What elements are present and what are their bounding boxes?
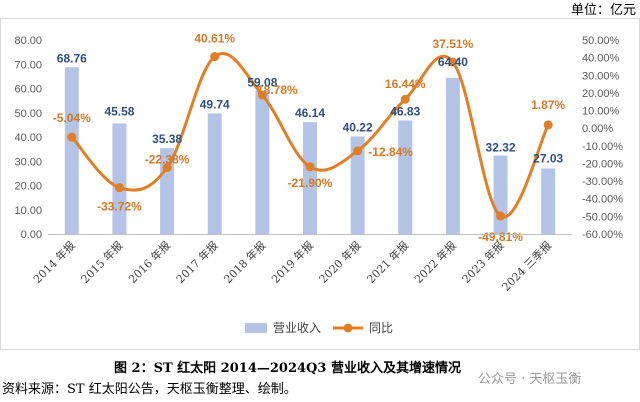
bar-data-label: 27.03 <box>533 151 563 165</box>
y-left-tick-label: 70.00 <box>14 59 42 71</box>
x-category-label: 2014 年报 <box>30 238 78 286</box>
bar-data-label: 35.38 <box>152 132 182 146</box>
y-left-tick-label: 30.00 <box>14 156 42 168</box>
yoy-marker <box>210 52 220 62</box>
line-data-label: -12.84% <box>368 145 413 159</box>
yoy-marker <box>257 90 267 100</box>
revenue-bar <box>112 123 127 234</box>
x-category-label: 2024 三季报 <box>499 238 555 294</box>
y-right-tick-label: 20.00% <box>582 88 620 100</box>
line-series <box>67 52 553 221</box>
bar-data-label: 45.58 <box>104 104 134 118</box>
x-category-label: 2023 年报 <box>459 238 507 286</box>
x-category-label: 2016 年报 <box>125 238 173 286</box>
bar-data-label: 40.22 <box>343 120 373 134</box>
y-right-tick-label: 40.00% <box>582 53 620 65</box>
x-category-label: 2019 年报 <box>268 238 316 286</box>
bar-data-label: 32.32 <box>486 141 516 155</box>
bar-data-label: 68.76 <box>57 51 87 65</box>
revenue-bar <box>541 168 556 234</box>
yoy-marker <box>114 183 124 193</box>
line-data-label: 18.78% <box>257 83 298 97</box>
right-axis-ticks: -60.00% -50.00% -40.00% -30.00% -20.00% -10.0… <box>582 35 623 241</box>
revenue-bar <box>350 136 365 234</box>
bar-data-label: 46.14 <box>295 106 325 120</box>
figure-caption: 图 2：ST 红太阳 2014—2024Q3 营业收入及其增速情况 <box>114 360 461 376</box>
bar-data-label: 49.74 <box>200 97 230 111</box>
yoy-marker <box>496 211 506 221</box>
line-data-label: -49.81% <box>478 230 523 244</box>
unit-label: 单位：亿元 <box>571 3 636 18</box>
y-right-tick-label: -10.00% <box>582 141 623 153</box>
bar-data-label: 46.83 <box>390 104 420 118</box>
yoy-marker <box>400 94 410 104</box>
x-category-label: 2021 年报 <box>364 238 412 286</box>
yoy-marker <box>448 57 458 67</box>
yoy-marker <box>162 163 172 173</box>
line-data-label: -5.04% <box>53 111 91 125</box>
y-left-tick-label: 20.00 <box>14 181 42 193</box>
line-data-label: 40.61% <box>194 32 235 46</box>
line-data-labels: -5.04% -33.72% -22.38% 40.61% 18.78% -21.90% -… <box>53 32 566 244</box>
y-right-tick-label: -50.00% <box>582 211 623 223</box>
revenue-bar <box>255 90 270 234</box>
line-data-label: -33.72% <box>97 200 142 214</box>
yoy-marker <box>67 132 77 142</box>
revenue-bar <box>64 67 79 234</box>
bar-data-label: 59.08 <box>247 76 277 90</box>
line-data-label: 16.44% <box>385 77 426 91</box>
legend: 营业收入 同比 <box>245 321 393 335</box>
yoy-marker <box>353 146 363 156</box>
y-left-tick-label: 40.00 <box>14 132 42 144</box>
y-right-tick-label: 30.00% <box>582 70 620 82</box>
watermark-text: 公众号 · 天枢玉衡 <box>478 372 581 387</box>
line-data-label: -22.38% <box>145 153 190 167</box>
revenue-bar <box>493 155 508 234</box>
y-right-tick-label: -40.00% <box>582 194 623 206</box>
revenue-bar <box>303 122 317 234</box>
legend-line-label: 同比 <box>369 321 393 335</box>
y-left-tick-label: 10.00 <box>14 205 42 217</box>
line-data-label: 1.87% <box>531 98 565 112</box>
x-category-label: 2017 年报 <box>173 238 221 286</box>
line-data-label: -21.90% <box>288 176 333 190</box>
y-right-tick-label: -60.00% <box>582 229 623 241</box>
x-category-label: 2022 年报 <box>411 238 459 286</box>
y-left-tick-label: 0.00 <box>21 229 42 241</box>
yoy-marker <box>543 120 553 130</box>
bar-data-labels: 68.76 45.58 35.38 49.74 59.08 46.14 40.22 46.83… <box>57 51 564 165</box>
line-data-label: 37.51% <box>433 37 474 51</box>
x-axis-ticks: 2014 年报 2015 年报 2016 年报 2017 年报 2018 年报 2019 … <box>30 238 554 294</box>
left-axis-ticks: 0.00 10.00 20.00 30.00 40.00 50.00 60.00 70.00 8… <box>14 35 42 241</box>
y-left-tick-label: 50.00 <box>14 108 42 120</box>
revenue-bar <box>445 77 460 234</box>
y-right-tick-label: 0.00% <box>582 123 613 135</box>
y-right-tick-label: -20.00% <box>582 158 623 170</box>
revenue-bar <box>398 120 413 234</box>
x-category-label: 2018 年报 <box>221 238 269 286</box>
revenue-bar <box>207 113 222 234</box>
bar-data-label: 64.40 <box>438 55 468 69</box>
legend-bar-label: 营业收入 <box>273 321 321 335</box>
y-right-tick-label: -30.00% <box>582 176 623 188</box>
x-category-label: 2015 年报 <box>78 238 126 286</box>
legend-line-marker <box>343 323 353 333</box>
y-left-tick-label: 80.00 <box>14 35 42 47</box>
legend-bar-swatch <box>245 323 267 333</box>
y-right-tick-label: 50.00% <box>582 35 620 47</box>
x-category-label: 2020 年报 <box>316 238 364 286</box>
y-left-tick-label: 60.00 <box>14 84 42 96</box>
source-note: 资料来源：ST 红太阳公告，天枢玉衡整理、绘制。 <box>2 381 297 397</box>
yoy-marker <box>305 162 315 172</box>
y-right-tick-label: 10.00% <box>582 106 620 118</box>
